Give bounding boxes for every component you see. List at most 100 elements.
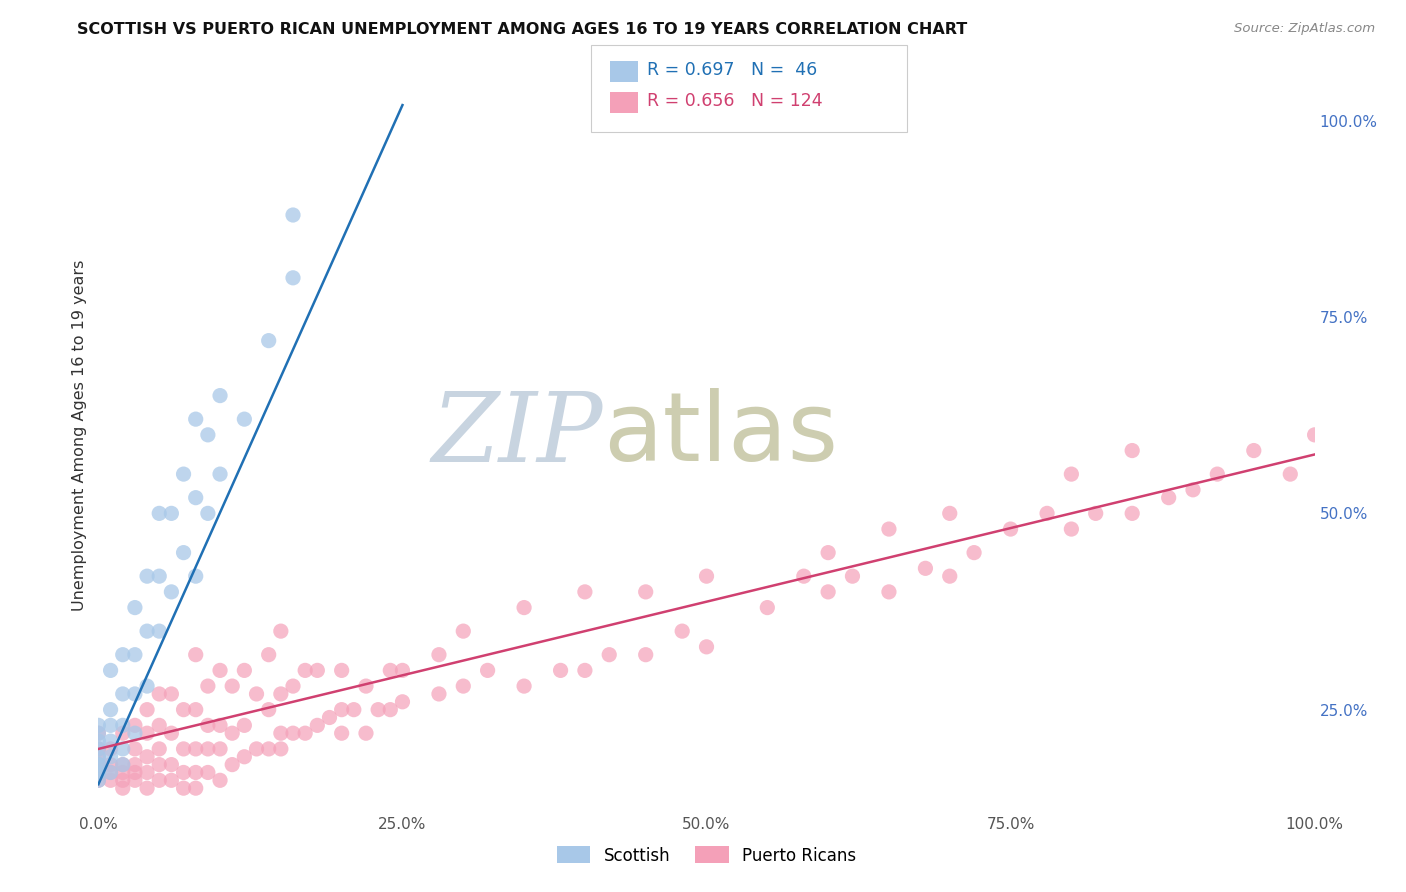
Point (87, 773, 110, 788)
Point (111, 757, 134, 772)
Point (307, 718, 329, 732)
Point (87, 726, 110, 740)
Text: SCOTTISH VS PUERTO RICAN UNEMPLOYMENT AMONG AGES 16 TO 19 YEARS CORRELATION CHAR: SCOTTISH VS PUERTO RICAN UNEMPLOYMENT AM… (77, 22, 967, 37)
Point (330, 664, 353, 678)
Point (307, 664, 329, 678)
Point (160, 507, 183, 521)
Point (427, 687, 450, 701)
Point (671, 624, 693, 639)
Point (184, 491, 207, 505)
Point (318, 710, 340, 724)
Point (87, 757, 110, 772)
Point (598, 648, 620, 662)
Point (148, 773, 170, 788)
Point (477, 664, 499, 678)
Point (87, 765, 110, 780)
Point (634, 648, 657, 662)
Point (281, 270, 304, 285)
Point (100, 757, 122, 772)
Point (148, 624, 170, 639)
Point (209, 467, 232, 482)
Point (550, 664, 572, 678)
Point (124, 687, 146, 701)
Point (257, 742, 280, 756)
Text: atlas: atlas (603, 388, 838, 482)
Point (281, 679, 304, 693)
Text: ZIP: ZIP (432, 388, 603, 482)
Point (124, 718, 146, 732)
Point (148, 569, 170, 583)
Point (1036, 507, 1059, 521)
Point (1060, 522, 1083, 536)
Point (343, 703, 366, 717)
Point (87, 765, 110, 780)
Point (1243, 443, 1265, 458)
Point (111, 781, 134, 796)
Point (574, 664, 596, 678)
Point (173, 765, 195, 780)
Point (100, 703, 122, 717)
Point (148, 687, 170, 701)
Text: R = 0.697   N =  46: R = 0.697 N = 46 (647, 61, 817, 78)
Point (111, 648, 134, 662)
Point (1303, 428, 1326, 442)
Point (87, 757, 110, 772)
Point (160, 773, 183, 788)
Point (87, 773, 110, 788)
Point (148, 757, 170, 772)
Point (634, 585, 657, 599)
Point (427, 648, 450, 662)
Point (354, 679, 377, 693)
Point (87, 749, 110, 764)
Point (184, 648, 207, 662)
Point (696, 569, 718, 583)
Point (453, 624, 475, 639)
Point (330, 726, 353, 740)
Point (696, 640, 718, 654)
Point (136, 679, 159, 693)
Point (877, 522, 900, 536)
Point (197, 679, 219, 693)
Point (380, 664, 402, 678)
Point (100, 773, 122, 788)
Point (184, 765, 207, 780)
Point (270, 742, 292, 756)
Point (173, 467, 195, 482)
Point (100, 765, 122, 780)
Point (270, 726, 292, 740)
Point (270, 687, 292, 701)
Point (87, 749, 110, 764)
Point (87, 757, 110, 772)
Point (197, 765, 219, 780)
Point (817, 546, 839, 560)
Point (136, 749, 159, 764)
Point (160, 585, 183, 599)
Text: R = 0.656   N = 124: R = 0.656 N = 124 (647, 92, 823, 110)
Point (184, 412, 207, 426)
Point (197, 507, 219, 521)
Point (270, 624, 292, 639)
Point (197, 428, 219, 442)
Point (87, 718, 110, 732)
Point (877, 585, 900, 599)
Point (914, 561, 936, 575)
Point (963, 546, 986, 560)
Point (245, 742, 267, 756)
Point (87, 742, 110, 756)
Point (184, 569, 207, 583)
Y-axis label: Unemployment Among Ages 16 to 19 years: Unemployment Among Ages 16 to 19 years (72, 260, 87, 610)
Point (148, 742, 170, 756)
Point (136, 765, 159, 780)
Point (453, 679, 475, 693)
Point (1279, 467, 1302, 482)
Point (756, 600, 779, 615)
Point (391, 695, 413, 709)
Point (124, 648, 146, 662)
Point (257, 334, 280, 348)
Point (111, 718, 134, 732)
Point (111, 726, 134, 740)
Point (354, 726, 377, 740)
Point (817, 585, 839, 599)
Point (380, 703, 402, 717)
Point (221, 679, 243, 693)
